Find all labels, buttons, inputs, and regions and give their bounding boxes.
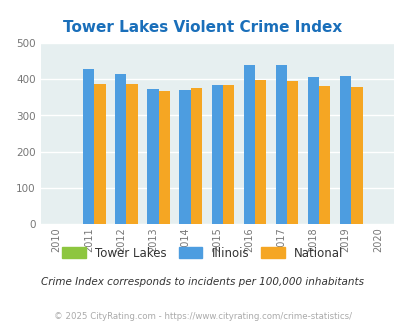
Bar	[158, 91, 169, 224]
Text: Crime Index corresponds to incidents per 100,000 inhabitants: Crime Index corresponds to incidents per…	[41, 277, 364, 287]
Bar	[126, 84, 137, 224]
Bar	[275, 65, 286, 224]
Bar	[222, 85, 234, 224]
Bar	[318, 86, 330, 224]
Bar	[179, 90, 190, 224]
Bar	[243, 65, 254, 224]
Legend: Tower Lakes, Illinois, National: Tower Lakes, Illinois, National	[58, 242, 347, 264]
Bar	[211, 85, 222, 224]
Bar	[94, 84, 105, 224]
Bar	[115, 74, 126, 224]
Text: Tower Lakes Violent Crime Index: Tower Lakes Violent Crime Index	[63, 20, 342, 35]
Bar	[190, 88, 201, 224]
Bar	[307, 77, 318, 224]
Bar	[286, 82, 298, 224]
Bar	[339, 76, 350, 224]
Text: © 2025 CityRating.com - https://www.cityrating.com/crime-statistics/: © 2025 CityRating.com - https://www.city…	[54, 312, 351, 321]
Bar	[147, 89, 158, 224]
Bar	[254, 80, 266, 224]
Bar	[83, 69, 94, 224]
Bar	[350, 87, 362, 224]
